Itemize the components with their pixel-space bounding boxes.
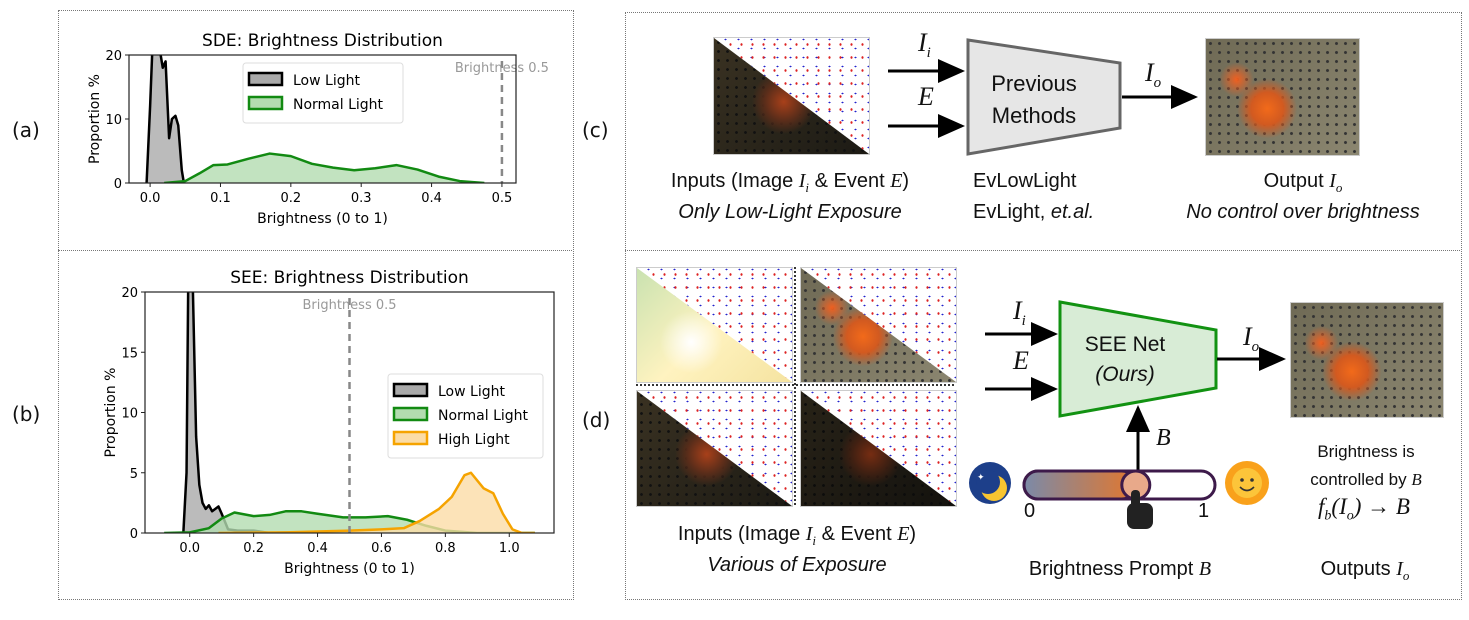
outputs-caption-d: Outputs Io [1320,558,1410,583]
brightness-formula: fb(Io) → B [1318,494,1410,524]
panel-label-d: (d) [582,408,611,432]
left-divider [58,250,572,251]
threshold-label: Brightness 0.5 [302,298,396,313]
previous-methods-block [966,38,1122,156]
label-B: B [1156,425,1171,451]
label-Io-d: Io [1243,322,1260,356]
panel-label-b: (b) [12,402,41,426]
x-tick-label: 0.4 [421,191,442,206]
left-panel-frame [58,10,574,600]
series-line [145,55,186,183]
x-tick-label: 0.4 [307,541,328,556]
note-line2: controlled by B [1310,470,1422,489]
series-area [218,472,535,533]
series-area [183,292,302,533]
input-image-mid-exposure [800,267,957,383]
y-tick-label: 15 [121,346,138,361]
label-Ii-c: Ii [918,28,931,62]
brightness-slider-fill [1022,469,1138,501]
x-tick-label: 0.3 [351,191,372,206]
y-tick-label: 10 [105,113,122,128]
y-axis-label: Proportion % [87,74,103,164]
input-image-low-exposure [636,390,793,507]
sde-chart: SDE: Brightness Distribution Brightness 0… [87,31,549,227]
x-tick-label: 0.0 [179,541,200,556]
x-tick-label: 0.5 [492,191,513,206]
legend-label: High Light [438,432,510,448]
x-tick-label: 1.0 [499,541,520,556]
y-axis-label: Proportion % [103,368,119,458]
inputs-caption-d: Inputs (Image Ii & Event E) [677,523,917,548]
x-tick-label: 0.8 [435,541,456,556]
inputs-subcaption-c: Only Low-Light Exposure [678,201,902,223]
note-line1: Brightness is [1317,442,1415,461]
slider-min-label: 0 [1024,500,1036,522]
x-tick-label: 0.6 [371,541,392,556]
panel-label-c: (c) [582,118,609,142]
x-tick-label: 0.2 [280,191,301,206]
legend-label: Low Light [293,73,360,89]
sun-smile-icon [1225,461,1269,505]
series-high-light [218,471,535,533]
output-subcaption-c: No control over brightness [1186,201,1420,223]
label-Io-c: Io [1145,58,1162,92]
see-chart: SEE: Brightness Distribution Brightness 0… [103,268,555,577]
output-image-d [1290,302,1444,418]
threshold-label: Brightness 0.5 [455,61,549,76]
pointer-hand-icon [1127,490,1153,529]
see-net-block [1058,300,1218,418]
legend-swatch [392,382,429,398]
legend-label: Normal Light [438,408,529,424]
output-caption-c: Output Io [1263,170,1343,195]
brightness-prompt-caption: Brightness Prompt B [1028,558,1212,580]
series-normal-light [164,152,485,183]
output-image-c [1205,38,1360,156]
y-tick-label: 20 [121,286,138,301]
label-E-d: E [1013,346,1029,375]
chart-title: SEE: Brightness Distribution [230,268,469,288]
y-tick-label: 0 [130,527,138,542]
panel-label-a: (a) [12,118,40,142]
y-tick-label: 10 [121,407,138,422]
chart-title: SDE: Brightness Distribution [202,31,443,51]
svg-text:✦: ✦ [977,473,985,483]
methods-line1: EvLowLight [973,170,1077,192]
low-light-input-image [713,37,870,155]
y-tick-label: 20 [105,49,122,64]
legend-swatch [392,406,429,422]
y-tick-label: 5 [130,467,138,482]
label-E-c: E [918,82,934,111]
input-image-very-low-exposure [800,390,957,507]
legend-label: Normal Light [293,97,384,113]
x-axis-label: Brightness (0 to 1) [284,561,415,577]
right-panel-frame [625,12,1462,600]
right-divider [625,250,1460,251]
moon-night-icon: ✦ [969,462,1011,504]
x-tick-label: 0.0 [140,191,161,206]
see-net-label: SEE Net (Ours) [1084,333,1166,386]
x-tick-label: 0.2 [243,541,264,556]
methods-line2: EvLight, et.al. [973,201,1095,223]
series-area [146,55,184,183]
legend-swatch [247,71,284,87]
inputs-caption-c: Inputs (Image Ii & Event E) [670,170,910,195]
previous-methods-label: Previous Methods [991,71,1077,128]
y-tick-label: 0 [114,177,122,192]
series-low-light [145,55,186,183]
x-axis-label: Brightness (0 to 1) [257,211,388,227]
series-line [164,152,485,183]
label-Ii-d: Ii [1013,296,1026,330]
legend-swatch [392,430,429,446]
input-image-high-exposure [636,267,793,383]
legend-label: Low Light [438,384,505,400]
inputs-subcaption-d: Various of Exposure [707,554,887,576]
series-line [218,471,535,533]
x-tick-label: 0.1 [210,191,231,206]
slider-max-label: 1 [1198,500,1210,522]
legend-swatch [247,95,284,111]
